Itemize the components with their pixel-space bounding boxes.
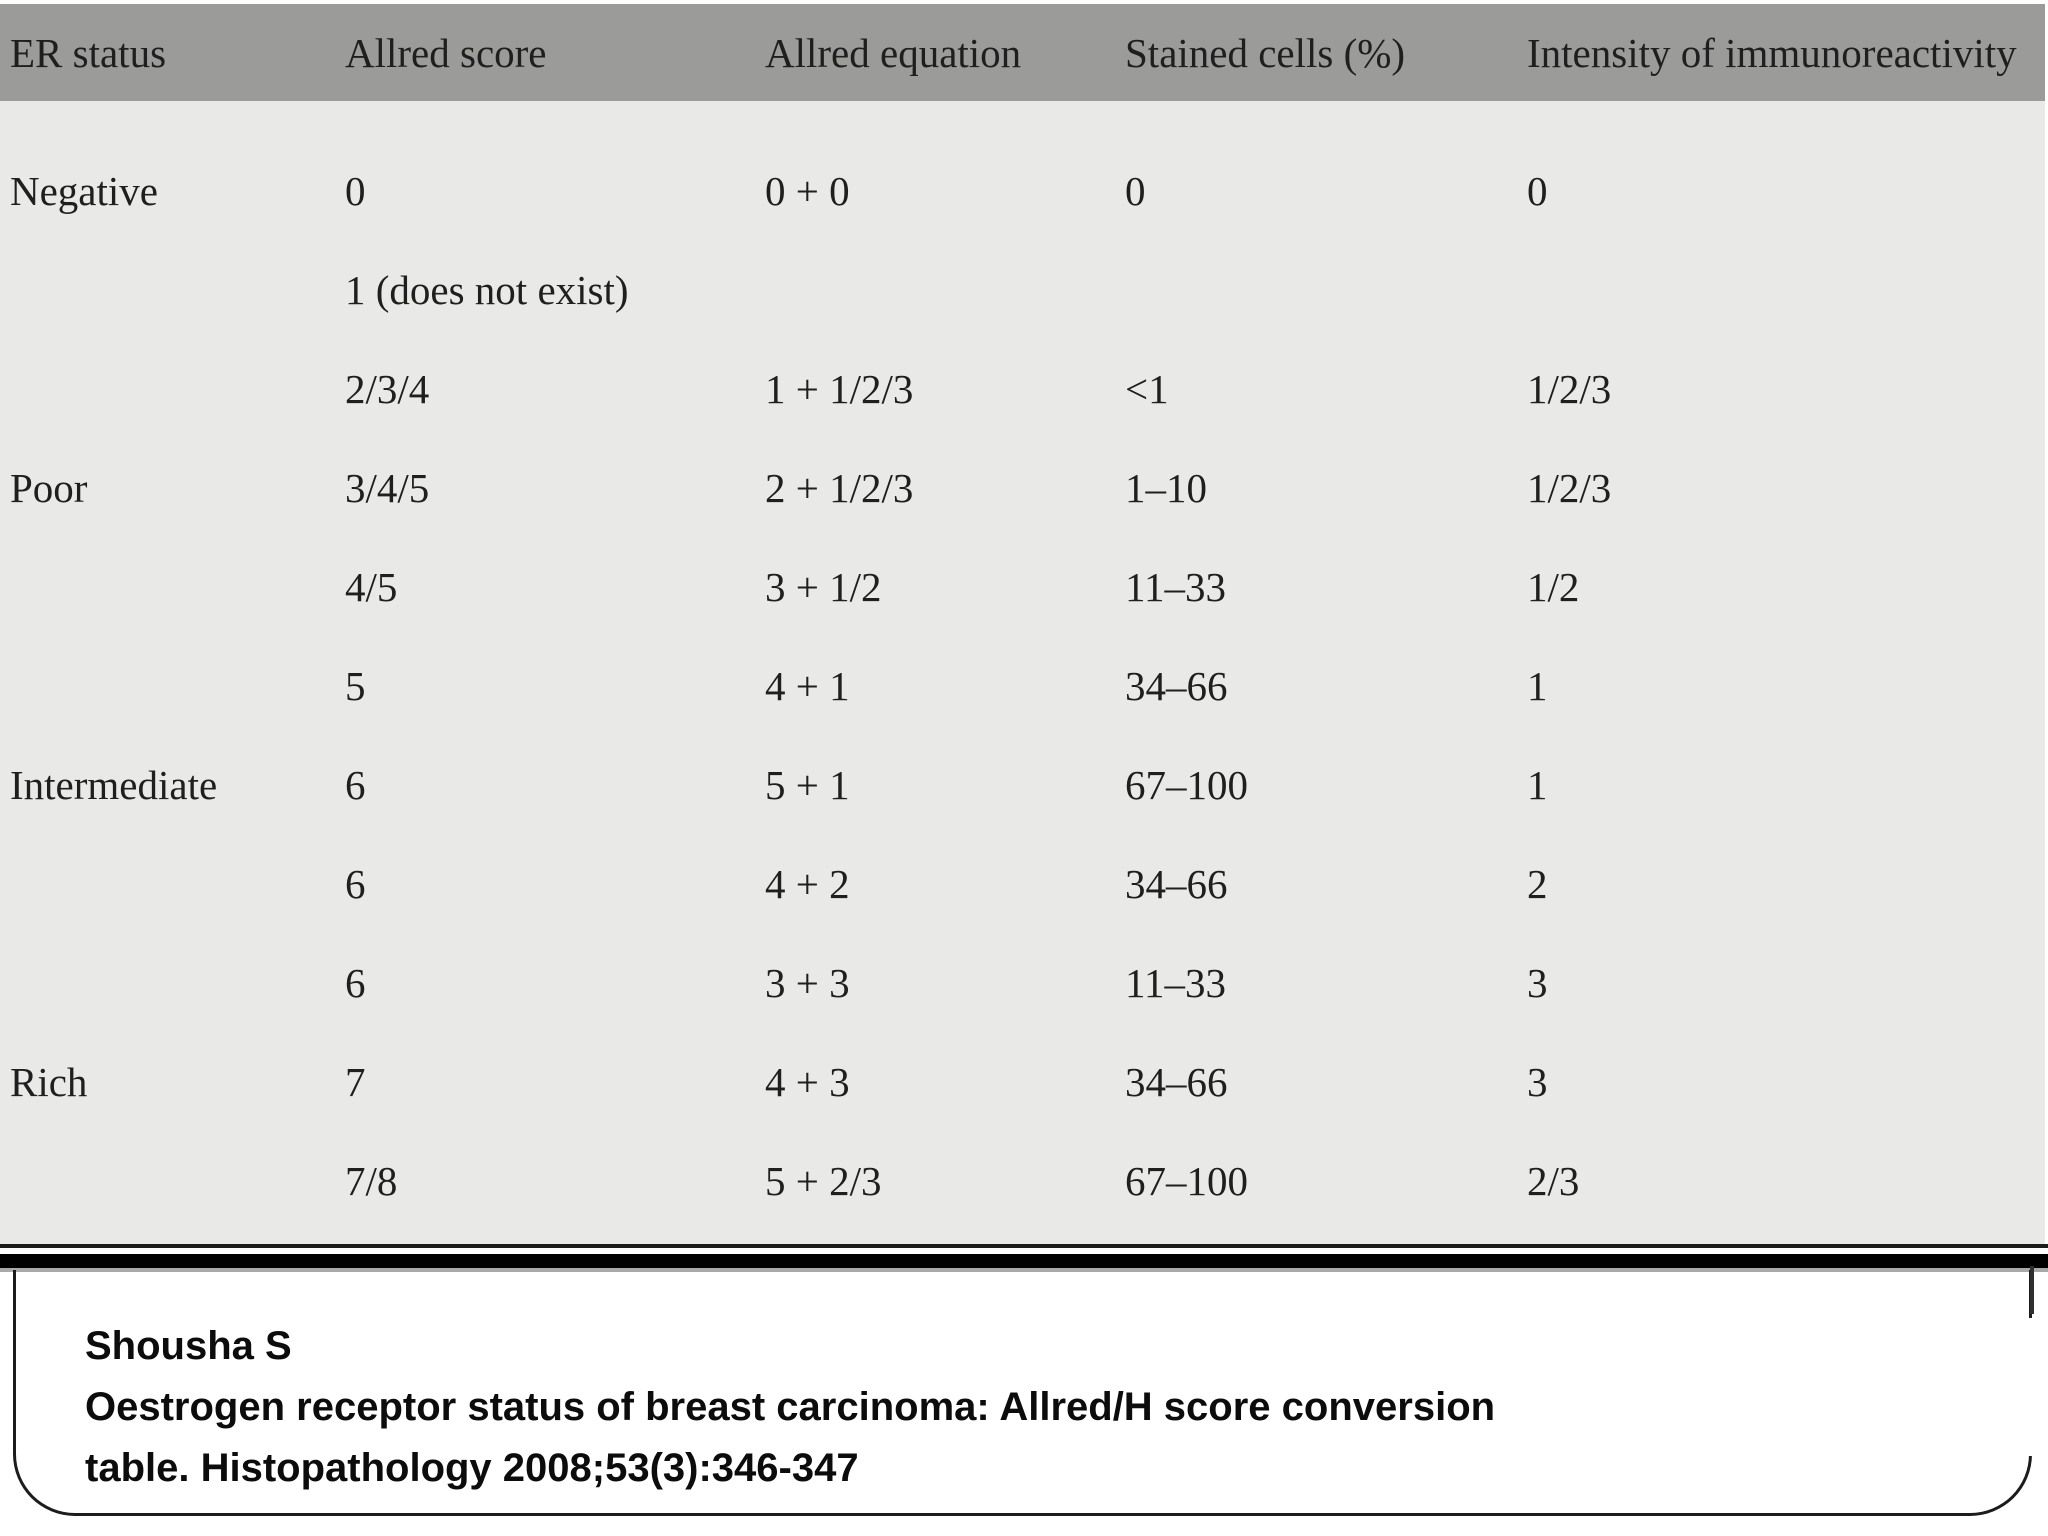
- cell-allred-equation: 2 + 1/2/3: [765, 464, 914, 511]
- allred-conversion-table: ER status Allred score Allred equation S…: [0, 4, 2045, 1244]
- cell-allred-equation: 3 + 3: [765, 959, 850, 1006]
- cell-stained-cells: 67–100: [1125, 1157, 1248, 1204]
- cell-allred-score: 0: [345, 167, 366, 214]
- col-header-er-status: ER status: [10, 29, 167, 76]
- table-row: Intermediate 6 5 + 1 67–100 1: [10, 735, 2045, 834]
- cell-intensity: 1/2/3: [1527, 365, 1612, 412]
- cell-allred-score: 7: [345, 1058, 366, 1105]
- cell-intensity: 1/2/3: [1527, 464, 1612, 511]
- table-row: Poor 3/4/5 2 + 1/2/3 1–10 1/2/3: [10, 438, 2045, 537]
- table-row: 6 3 + 3 11–33 3: [10, 933, 2045, 1032]
- cell-intensity: 0: [1527, 167, 1548, 214]
- table-row: Rich 7 4 + 3 34–66 3: [10, 1032, 2045, 1131]
- cell-stained-cells: 11–33: [1125, 563, 1226, 610]
- cell-allred-equation: 5 + 2/3: [765, 1157, 882, 1204]
- table-row: Negative 0 0 + 0 0 0: [10, 141, 2045, 240]
- col-header-allred-score: Allred score: [345, 29, 547, 76]
- cell-allred-score: 7/8: [345, 1157, 398, 1204]
- cell-er-status: Rich: [10, 1058, 88, 1105]
- cell-intensity: 2/3: [1527, 1157, 1580, 1204]
- table-row: 2/3/4 1 + 1/2/3 <1 1/2/3: [10, 339, 2045, 438]
- cell-allred-score: 1 (does not exist): [345, 266, 629, 313]
- cell-intensity: 2: [1527, 860, 1548, 907]
- cell-allred-score: 5: [345, 662, 366, 709]
- cell-allred-score: 2/3/4: [345, 365, 430, 412]
- cell-intensity: 3: [1527, 959, 1548, 1006]
- table-row: 7/8 5 + 2/3 67–100 2/3: [10, 1131, 2045, 1230]
- citation-box-right-stub: [2030, 1266, 2034, 1314]
- cell-stained-cells: 0: [1125, 167, 1146, 214]
- cell-stained-cells: 34–66: [1125, 1058, 1228, 1105]
- table-body: Negative 0 0 + 0 0 0 1 (does not exist) …: [0, 101, 2045, 1244]
- cell-allred-equation: 4 + 3: [765, 1058, 850, 1105]
- cell-stained-cells: 1–10: [1125, 464, 1207, 511]
- citation: Shousha S Oestrogen receptor status of b…: [85, 1316, 1495, 1499]
- cell-intensity: 1/2: [1527, 563, 1580, 610]
- col-header-intensity: Intensity of immunoreactivity: [1527, 29, 2017, 76]
- col-header-allred-equation: Allred equation: [765, 29, 1022, 76]
- col-header-stained-cells: Stained cells (%): [1125, 29, 1406, 76]
- cell-allred-equation: 0 + 0: [765, 167, 850, 214]
- cell-er-status: Poor: [10, 464, 88, 511]
- cell-allred-equation: 3 + 1/2: [765, 563, 882, 610]
- table-bottom-rule-thin: [0, 1244, 2048, 1248]
- cell-allred-equation: 4 + 2: [765, 860, 850, 907]
- cell-allred-score: 4/5: [345, 563, 398, 610]
- cell-stained-cells: <1: [1125, 365, 1169, 412]
- cell-allred-score: 6: [345, 959, 366, 1006]
- citation-journal: table. Histopathology 2008;53(3):346-347: [85, 1446, 859, 1490]
- cell-intensity: 1: [1527, 662, 1548, 709]
- table-bottom-rule-thick: [0, 1254, 2048, 1268]
- table-row: 4/5 3 + 1/2 11–33 1/2: [10, 537, 2045, 636]
- table-row: 1 (does not exist): [10, 240, 2045, 339]
- cell-allred-score: 6: [345, 860, 366, 907]
- cell-intensity: 3: [1527, 1058, 1548, 1105]
- citation-box-border-gap: [2027, 1318, 2043, 1456]
- cell-stained-cells: 34–66: [1125, 662, 1228, 709]
- citation-title: Oestrogen receptor status of breast carc…: [85, 1385, 1496, 1429]
- table-row: 5 4 + 1 34–66 1: [10, 636, 2045, 735]
- table-header-row: ER status Allred score Allred equation S…: [0, 4, 2045, 101]
- table-row: 6 4 + 2 34–66 2: [10, 834, 2045, 933]
- cell-allred-equation: 5 + 1: [765, 761, 850, 808]
- cell-allred-equation: 4 + 1: [765, 662, 850, 709]
- citation-author: Shousha S: [85, 1324, 292, 1368]
- cell-stained-cells: 34–66: [1125, 860, 1228, 907]
- cell-intensity: 1: [1527, 761, 1548, 808]
- table-bottom-rule-shadow: [0, 1268, 2048, 1272]
- cell-allred-equation: 1 + 1/2/3: [765, 365, 914, 412]
- cell-stained-cells: 67–100: [1125, 761, 1248, 808]
- cell-er-status: Intermediate: [10, 761, 218, 808]
- cell-allred-score: 3/4/5: [345, 464, 430, 511]
- cell-er-status: Negative: [10, 167, 158, 214]
- cell-allred-score: 6: [345, 761, 366, 808]
- cell-stained-cells: 11–33: [1125, 959, 1226, 1006]
